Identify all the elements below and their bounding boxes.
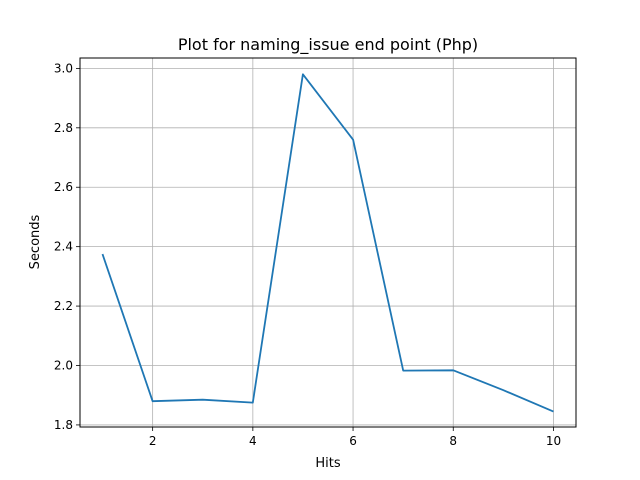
y-axis-ticks: 1.8 2.0 2.2 2.4 2.6 2.8 3.0 (54, 61, 80, 432)
chart-title: Plot for naming_issue end point (Php) (178, 35, 478, 55)
x-tick-label: 2 (149, 434, 157, 448)
y-tick-label: 2.4 (54, 240, 73, 254)
plot-area-frame (79, 57, 577, 428)
y-axis-label: Seconds (28, 214, 43, 269)
x-tick-label: 6 (349, 434, 357, 448)
y-tick-label: 1.8 (54, 418, 73, 432)
grid (80, 58, 576, 427)
x-tick-label: 10 (546, 434, 561, 448)
y-tick-label: 3.0 (54, 61, 73, 75)
x-axis-label: Hits (315, 456, 340, 471)
y-tick-label: 2.6 (54, 180, 73, 194)
y-tick-label: 2.2 (54, 299, 73, 313)
x-axis-ticks: 2 4 6 8 10 (149, 427, 561, 448)
y-tick-label: 2.8 (54, 121, 73, 135)
series-layer (101, 73, 554, 413)
y-tick-label: 2.0 (54, 359, 73, 373)
series-line (101, 73, 554, 413)
x-tick-label: 8 (449, 434, 457, 448)
x-tick-label: 4 (249, 434, 257, 448)
